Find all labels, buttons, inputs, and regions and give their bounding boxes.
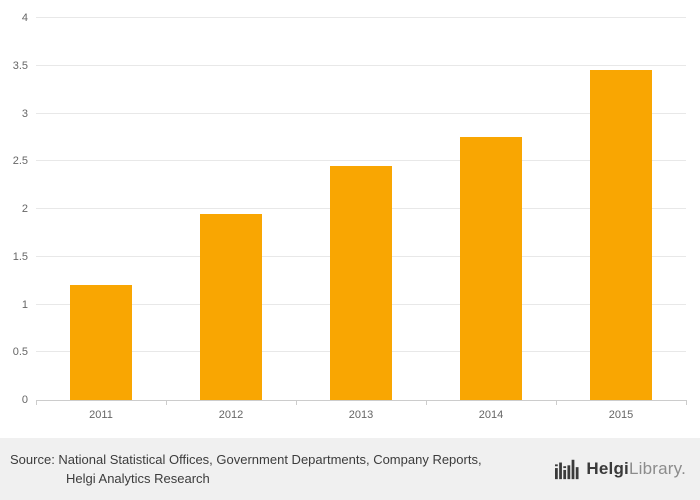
x-tick [296,400,297,405]
x-axis-line [36,400,686,401]
bar-2012 [199,213,263,400]
x-tick [686,400,687,405]
bar-chart-icon [555,459,579,480]
helgi-library-logo: HelgiLibrary. [555,458,686,480]
x-label-2015: 2015 [608,409,634,421]
bar-chart: 0 0.5 1 1.5 2 2.5 3 3.5 4 2011 2012 2013 2014 2015 [12,12,687,421]
y-axis-labels: 0 0.5 1 1.5 2 2.5 3 3.5 4 [13,12,686,406]
y-tick-label: 1 [21,298,28,311]
x-axis-ticks [36,400,687,405]
gridline [36,112,686,114]
gridline [36,160,686,162]
y-tick-label: 0.5 [12,346,28,359]
bar-slot [296,18,426,400]
source-text: Source: National Statistical Offices, Go… [10,450,482,488]
y-tick-label: 2.5 [12,155,28,168]
bar-2013 [329,166,393,400]
bar-2015 [589,69,653,400]
bars [36,18,686,400]
x-label-2012: 2012 [218,409,244,421]
logo-text-library: Library. [628,459,686,478]
bar-slot [166,18,296,400]
source-line-2: Helgi Analytics Research [66,471,210,486]
bar-slot [556,18,686,400]
y-tick-label: 3 [21,107,28,120]
x-label-2011: 2011 [89,409,113,421]
bar-slot [36,18,166,400]
x-tick [36,400,37,405]
x-label-2014: 2014 [478,409,504,421]
bar-slot [426,18,556,400]
source-line-1: Source: National Statistical Offices, Go… [10,452,482,467]
y-tick-label: 4 [21,12,28,24]
x-axis-labels: 2011 2012 2013 2014 2015 [36,409,686,421]
logo-text-helgi: Helgi [586,459,629,478]
bar-2014 [459,137,523,400]
gridline [36,17,686,18]
x-tick [166,400,167,405]
footer: Source: National Statistical Offices, Go… [0,438,700,500]
x-tick [556,400,557,405]
gridline [36,64,686,66]
plot-area: 0 0.5 1 1.5 2 2.5 3 3.5 4 2011 2012 2013 2014 2015 [13,12,687,421]
logo-text: HelgiLibrary. [586,459,686,479]
x-tick [426,400,427,405]
x-label-2013: 2013 [348,409,374,421]
y-tick-label: 2 [21,203,28,215]
bar-2011 [69,285,133,400]
y-tick-label: 3.5 [12,59,28,72]
y-tick-label: 0 [21,394,28,406]
y-tick-label: 1.5 [12,250,28,263]
